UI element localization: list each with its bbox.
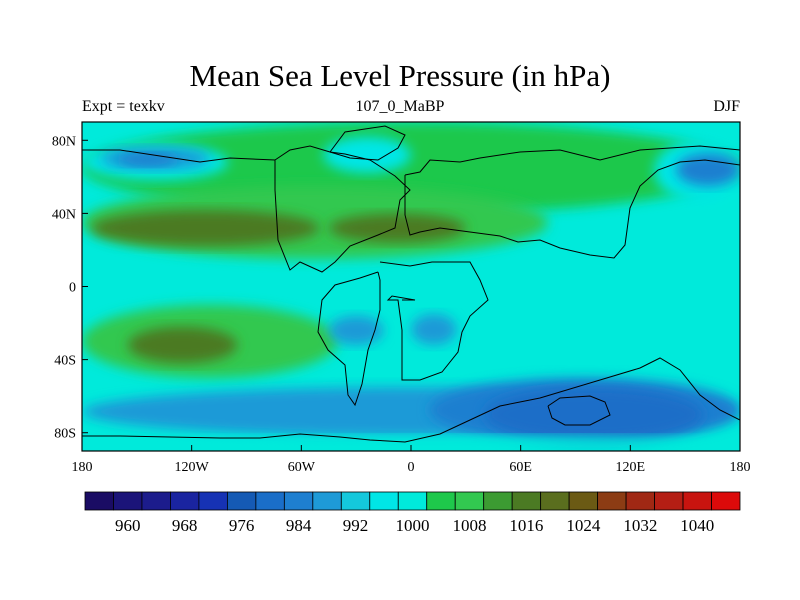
colorbar-label: 1024 xyxy=(566,516,601,535)
region-africa-low xyxy=(411,313,457,345)
chart-title: Mean Sea Level Pressure (in hPa) xyxy=(189,58,611,93)
colorbar-swatch xyxy=(84,491,114,511)
y-tick-label: 0 xyxy=(69,281,76,296)
colorbar-label: 1008 xyxy=(452,516,486,535)
colorbar-swatch xyxy=(625,491,655,511)
colorbar-label: 1016 xyxy=(509,516,543,535)
coastlines xyxy=(82,125,740,443)
colorbar-swatch xyxy=(255,491,285,511)
region-subtropical-high-east xyxy=(328,213,466,243)
region-ne-pacific-low-core xyxy=(676,153,740,186)
colorbar-swatch xyxy=(426,491,456,511)
colorbar-label: 1032 xyxy=(623,516,657,535)
coastline-eurasia xyxy=(404,145,740,259)
colorbar-label: 960 xyxy=(115,516,141,535)
x-tick-label: 180 xyxy=(730,460,751,475)
colorbar-swatch xyxy=(483,491,513,511)
colorbar-label: 1000 xyxy=(396,516,430,535)
coastline-south-america xyxy=(317,271,381,407)
colorbar: 960 968 976 984 992 1000 1008 1016 1024 1032 1040 xyxy=(84,491,741,535)
y-tick-label: 40N xyxy=(52,207,76,222)
colorbar-swatch xyxy=(113,491,143,511)
region-subtropical-high-west xyxy=(91,209,320,247)
region-north-atlantic-low-outer xyxy=(323,136,411,174)
colorbar-swatch xyxy=(283,491,314,511)
colorbar-swatch xyxy=(226,491,257,511)
x-tick-label: 60E xyxy=(509,460,532,475)
y-tick-label: 40S xyxy=(54,354,76,369)
colorbar-swatch xyxy=(711,491,741,511)
coastline-greenland xyxy=(329,125,406,161)
region-southern-low-core xyxy=(484,387,704,442)
colorbar-swatch xyxy=(511,491,542,511)
time-period-label: 107_0_MaBP xyxy=(355,98,445,115)
colorbar-swatch xyxy=(397,491,428,511)
region-south-america-low xyxy=(328,315,384,345)
colorbar-label: 968 xyxy=(172,516,198,535)
colorbar-swatch xyxy=(654,491,684,511)
y-axis: 80N 40N 0 40S 80S xyxy=(52,134,88,442)
experiment-label: Expt = texkv xyxy=(82,98,165,115)
coastline-australia xyxy=(547,395,611,426)
region-south-pacific-high xyxy=(127,326,238,364)
x-tick-label: 120W xyxy=(175,460,210,475)
colorbar-swatch xyxy=(597,491,627,511)
region-antarctic-rim xyxy=(82,436,740,451)
x-axis: 180 120W 60W 0 60E 120E 180 xyxy=(72,445,751,475)
region-north-pacific-low-core xyxy=(118,153,178,166)
colorbar-swatch xyxy=(170,491,200,511)
colorbar-swatch xyxy=(682,491,712,511)
y-tick-label: 80S xyxy=(54,427,76,442)
coastline-antarctica xyxy=(82,357,740,443)
colorbar-swatch xyxy=(340,491,371,511)
colorbar-label: 984 xyxy=(286,516,312,535)
y-tick-label: 80N xyxy=(52,134,76,149)
colorbar-swatch xyxy=(198,491,228,511)
colorbar-swatch xyxy=(141,491,171,511)
pressure-regions xyxy=(82,122,740,451)
x-tick-label: 60W xyxy=(288,460,316,475)
season-label: DJF xyxy=(713,98,740,115)
coastline-north-america xyxy=(82,145,411,273)
x-tick-label: 180 xyxy=(72,460,93,475)
colorbar-swatch xyxy=(540,491,570,511)
colorbar-swatch xyxy=(454,491,485,511)
colorbar-swatch xyxy=(369,491,399,511)
x-tick-label: 120E xyxy=(616,460,646,475)
colorbar-label: 1040 xyxy=(680,516,714,535)
x-tick-label: 0 xyxy=(408,460,415,475)
colorbar-swatch xyxy=(568,491,599,511)
colorbar-swatch xyxy=(312,491,342,511)
colorbar-label: 976 xyxy=(229,516,255,535)
coastline-africa xyxy=(379,261,489,381)
colorbar-label: 992 xyxy=(343,516,369,535)
